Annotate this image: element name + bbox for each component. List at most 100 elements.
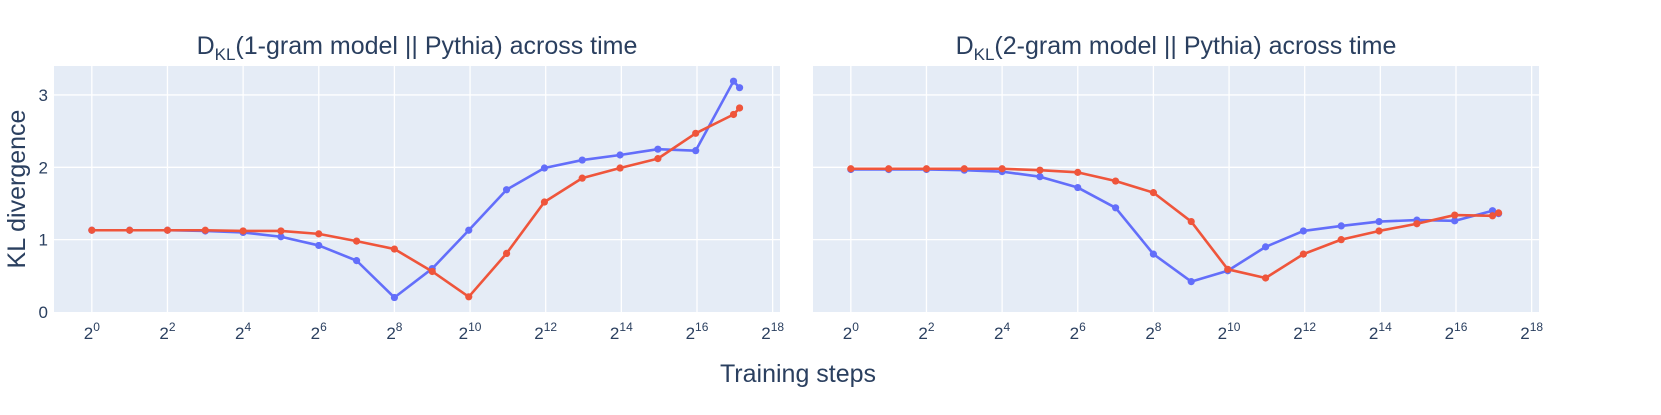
data-point <box>1299 250 1308 258</box>
data-point <box>1187 217 1195 226</box>
data-point <box>465 293 473 301</box>
data-point <box>692 147 700 155</box>
series-layer <box>847 165 1503 286</box>
data-point <box>540 198 549 206</box>
data-point <box>540 164 549 172</box>
data-point <box>1375 217 1383 226</box>
gridlines <box>813 66 1539 312</box>
data-point <box>390 293 399 302</box>
data-point <box>1299 227 1308 235</box>
data-point <box>390 245 399 253</box>
x-tick-label: 210 <box>1218 320 1241 343</box>
x-tick-label: 210 <box>459 320 482 343</box>
y-tick-label: 0 <box>39 303 48 322</box>
data-point <box>315 230 323 238</box>
data-point <box>465 226 473 234</box>
data-point <box>1111 177 1120 185</box>
x-tick-label: 28 <box>386 320 402 343</box>
series-layer <box>88 77 744 302</box>
kl-1gram-panel: 20 22 24 26 28 210 212 214 216 218 0 1 2 3 DKL(1-gra… <box>39 32 785 343</box>
y-axis-label: KL divergence <box>3 110 31 269</box>
data-point <box>163 226 172 234</box>
data-point <box>654 155 662 163</box>
y-tick-label: 1 <box>39 231 48 250</box>
x-tick-label: 212 <box>534 320 557 343</box>
x-tick-label: 212 <box>1293 320 1316 343</box>
plot-area <box>813 66 1539 312</box>
x-tick-label: 24 <box>994 320 1010 343</box>
data-point <box>885 165 893 173</box>
y-tick-label: 3 <box>39 86 48 105</box>
data-point <box>502 249 511 257</box>
x-tick-label: 20 <box>843 320 859 343</box>
data-point <box>1261 274 1270 282</box>
gridlines <box>54 66 780 312</box>
data-point <box>998 165 1006 173</box>
data-point <box>1451 211 1459 219</box>
kl-2gram-panel: 20 22 24 26 28 210 212 214 216 218 DKL(2-gram mod… <box>813 32 1543 343</box>
data-point <box>1111 204 1120 212</box>
data-point <box>735 104 744 112</box>
data-point <box>1149 250 1158 258</box>
data-point <box>578 174 586 182</box>
x-tick-label: 22 <box>159 320 175 343</box>
data-point <box>239 227 247 235</box>
y-ticks: 0 1 2 3 <box>39 86 48 322</box>
data-point <box>502 186 511 194</box>
data-point <box>352 237 361 245</box>
data-point <box>1261 243 1270 251</box>
x-tick-label: 216 <box>1445 320 1468 343</box>
x-tick-label: 218 <box>761 320 784 343</box>
data-point <box>729 77 738 85</box>
data-point <box>126 226 134 234</box>
data-point <box>428 267 436 276</box>
data-point <box>616 164 624 172</box>
data-point <box>1187 278 1195 286</box>
x-axis-label: Training steps <box>720 360 876 388</box>
x-tick-label: 214 <box>610 320 633 343</box>
y-tick-label: 2 <box>39 158 48 177</box>
x-tick-label: 20 <box>84 320 100 343</box>
x-ticks: 20 22 24 26 28 210 212 214 216 218 <box>84 320 785 343</box>
data-point <box>729 110 738 119</box>
x-tick-label: 26 <box>311 320 327 343</box>
data-point <box>1036 173 1044 181</box>
x-tick-label: 22 <box>918 320 934 343</box>
data-point <box>277 233 285 241</box>
data-point <box>960 165 968 173</box>
plot-area <box>54 66 780 312</box>
data-point <box>578 156 586 164</box>
x-tick-label: 24 <box>235 320 251 343</box>
data-point <box>616 151 624 159</box>
data-point <box>352 257 361 265</box>
data-point <box>1337 222 1345 230</box>
x-tick-label: 214 <box>1369 320 1392 343</box>
data-point <box>922 165 931 173</box>
x-ticks: 20 22 24 26 28 210 212 214 216 218 <box>843 320 1544 343</box>
panel-title: DKL(1-gram model || Pythia) across time <box>197 32 638 64</box>
data-point <box>847 165 855 173</box>
data-point <box>1494 209 1503 217</box>
data-point <box>1149 189 1158 197</box>
x-tick-label: 216 <box>686 320 709 343</box>
data-point <box>692 129 700 137</box>
data-point <box>277 227 285 235</box>
data-point <box>1074 183 1082 192</box>
data-point <box>1488 207 1497 215</box>
data-point <box>1451 217 1459 225</box>
data-point <box>1413 220 1421 228</box>
data-point <box>1337 236 1345 244</box>
data-point <box>1375 227 1383 235</box>
panel-title: DKL(2-gram model || Pythia) across time <box>956 32 1397 64</box>
x-tick-label: 28 <box>1145 320 1161 343</box>
x-tick-label: 218 <box>1520 320 1543 343</box>
data-point <box>201 226 209 234</box>
data-point <box>654 145 662 153</box>
data-point <box>1074 168 1082 176</box>
data-point <box>735 84 744 92</box>
x-tick-label: 26 <box>1070 320 1086 343</box>
data-point <box>315 241 323 250</box>
data-point <box>1488 212 1497 220</box>
data-point <box>1224 265 1232 273</box>
